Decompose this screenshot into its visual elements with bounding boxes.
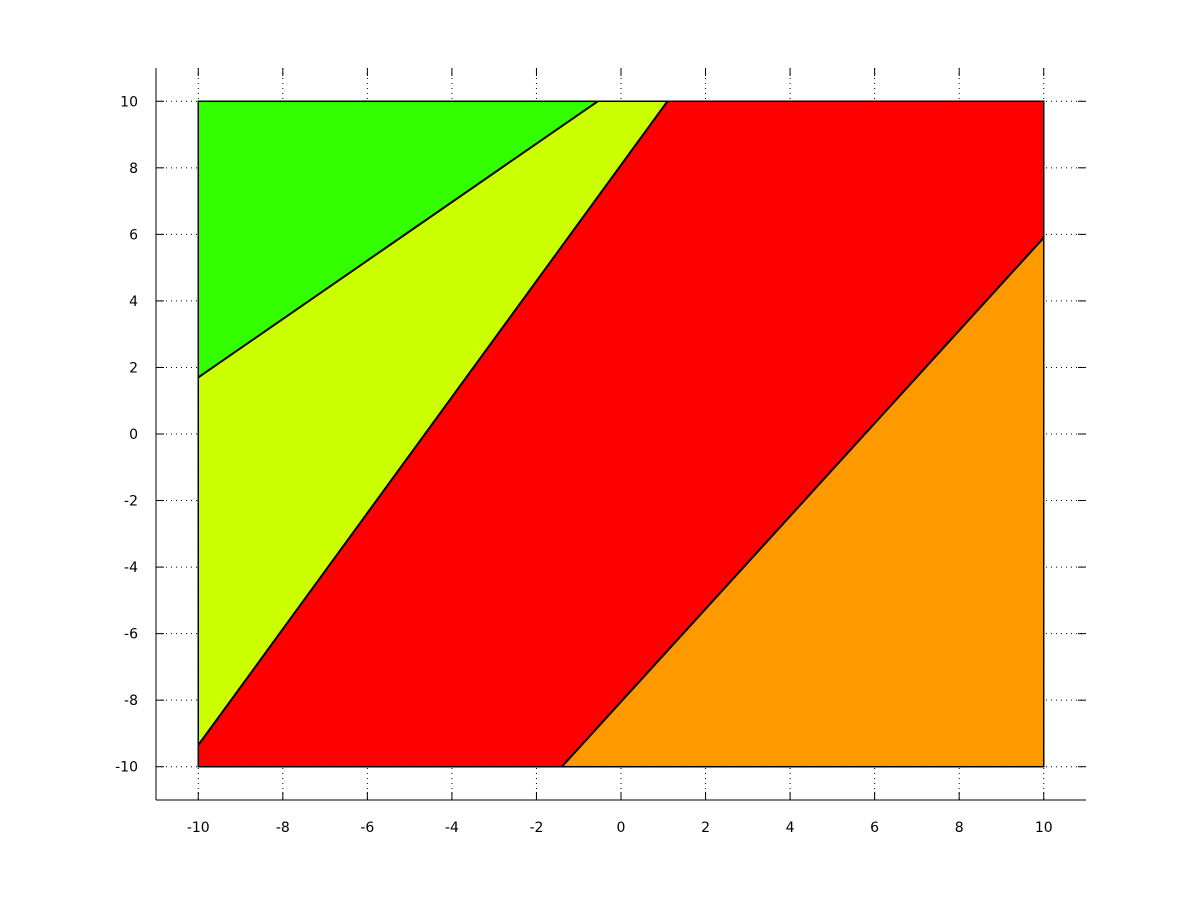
x-tick-label: 10 xyxy=(1035,820,1053,836)
boundary-line-3 xyxy=(561,237,1045,768)
y-tick-label: 4 xyxy=(129,294,138,310)
x-tick-label: -10 xyxy=(187,820,210,836)
y-tick-label: -4 xyxy=(124,560,138,576)
x-tick-label: -2 xyxy=(529,820,543,836)
region-layer xyxy=(198,101,1044,767)
boundary-line-2 xyxy=(197,100,669,746)
x-tick-label: 0 xyxy=(617,820,626,836)
y-tick-label: 10 xyxy=(120,94,138,110)
x-tick-label: 8 xyxy=(955,820,964,836)
y-tick-label: -6 xyxy=(124,627,138,643)
x-tick-label: -6 xyxy=(360,820,374,836)
y-tick-label: 0 xyxy=(129,427,138,443)
y-tick-label: 2 xyxy=(129,360,138,376)
y-tick-label: -2 xyxy=(124,494,138,510)
boundary-line-1 xyxy=(197,100,599,379)
y-tick-label: -8 xyxy=(124,693,138,709)
x-tick-label: 4 xyxy=(786,820,795,836)
y-tick-label: -10 xyxy=(115,760,138,776)
tick-layer: -10 -8 -6 -4 -2 0 2 4 6 8 10 -10 -8 -6 -4 -2 0 2 4 6 8 10 xyxy=(115,94,1053,836)
x-tick-label: 2 xyxy=(701,820,710,836)
region-frame xyxy=(197,100,1045,768)
region-3 xyxy=(198,101,1044,767)
y-tick-label: 8 xyxy=(129,161,138,177)
x-tick-label: -8 xyxy=(276,820,290,836)
boundary-layer xyxy=(197,100,1045,768)
axes-layer xyxy=(155,68,1086,801)
x-tick-label: -4 xyxy=(445,820,459,836)
x-tick-label: 6 xyxy=(870,820,879,836)
y-tick-label: 6 xyxy=(129,227,138,243)
